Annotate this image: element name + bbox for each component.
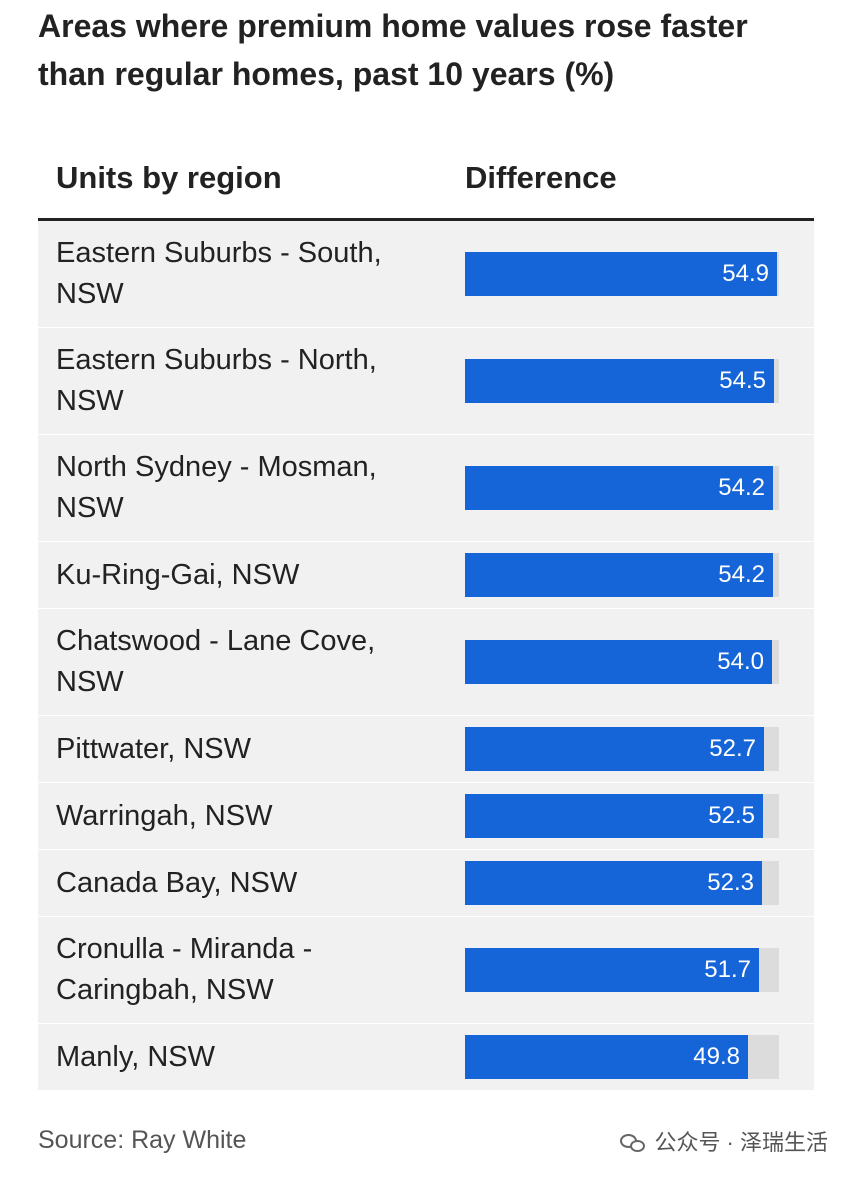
table-row: Canada Bay, NSW 52.3 [38, 850, 814, 916]
source-note: Source: Ray White [38, 1126, 247, 1154]
bar [465, 252, 777, 296]
table-row: North Sydney - Mosman, NSW 54.2 [38, 435, 814, 541]
bar [465, 948, 759, 992]
bar [465, 727, 764, 771]
bar-value-label: 52.3 [707, 869, 754, 896]
bar [465, 466, 773, 510]
bar-track: 54.2 [465, 553, 779, 597]
bar-value-label: 54.9 [722, 260, 769, 287]
bar-track: 52.5 [465, 794, 779, 838]
table-row: Cronulla - Miranda - Caringbah, NSW 51.7 [38, 917, 814, 1023]
bar-track: 54.9 [465, 252, 779, 296]
region-label: Pittwater, NSW [56, 733, 251, 765]
bar-value-label: 52.5 [708, 802, 755, 829]
region-label: North Sydney - Mosman, NSW [56, 451, 377, 524]
bar-value-label: 52.7 [709, 735, 756, 762]
region-label: Chatswood - Lane Cove, NSW [56, 625, 376, 698]
bar [465, 553, 773, 597]
bar [465, 794, 763, 838]
table-row: Ku-Ring-Gai, NSW 54.2 [38, 542, 814, 608]
region-label: Eastern Suburbs - North, NSW [56, 344, 377, 417]
bar [465, 640, 772, 684]
bar-value-label: 54.2 [718, 561, 765, 588]
bar-track: 52.3 [465, 861, 779, 905]
bar-value-label: 49.8 [693, 1043, 740, 1070]
bar [465, 861, 762, 905]
watermark-text: 公众号 · 泽瑞生活 [654, 1130, 828, 1155]
watermark: 公众号 · 泽瑞生活 [620, 1126, 828, 1160]
bar-track: 54.2 [465, 466, 779, 510]
column-header-difference: Difference [465, 160, 617, 195]
bar-track: 54.5 [465, 359, 779, 403]
region-label: Warringah, NSW [56, 800, 273, 832]
table-row: Eastern Suburbs - North, NSW 54.5 [38, 328, 814, 434]
table-row: Warringah, NSW 52.5 [38, 783, 814, 849]
bar-value-label: 54.0 [717, 648, 764, 675]
bar [465, 1035, 748, 1079]
bar-track: 52.7 [465, 727, 779, 771]
table-row: Manly, NSW 49.8 [38, 1024, 814, 1090]
table-row: Eastern Suburbs - South, NSW 54.9 [38, 221, 814, 327]
bar-track: 51.7 [465, 948, 779, 992]
chart-title: Areas where premium home values rose fas… [38, 8, 748, 92]
region-label: Manly, NSW [56, 1041, 215, 1073]
bar-track: 49.8 [465, 1035, 779, 1079]
bar-track: 54.0 [465, 640, 779, 684]
table-row: Pittwater, NSW 52.7 [38, 716, 814, 782]
wechat-icon [620, 1132, 646, 1154]
bar-value-label: 54.2 [718, 474, 765, 501]
region-label: Cronulla - Miranda - Caringbah, NSW [56, 933, 313, 1006]
bar-value-label: 51.7 [704, 956, 751, 983]
column-header-region: Units by region [56, 160, 282, 195]
region-label: Canada Bay, NSW [56, 867, 298, 899]
bar [465, 359, 774, 403]
header-rule [38, 218, 814, 221]
region-label: Eastern Suburbs - South, NSW [56, 237, 382, 310]
region-label: Ku-Ring-Gai, NSW [56, 559, 300, 591]
bar-value-label: 54.5 [719, 367, 766, 394]
table-row: Chatswood - Lane Cove, NSW 54.0 [38, 609, 814, 715]
